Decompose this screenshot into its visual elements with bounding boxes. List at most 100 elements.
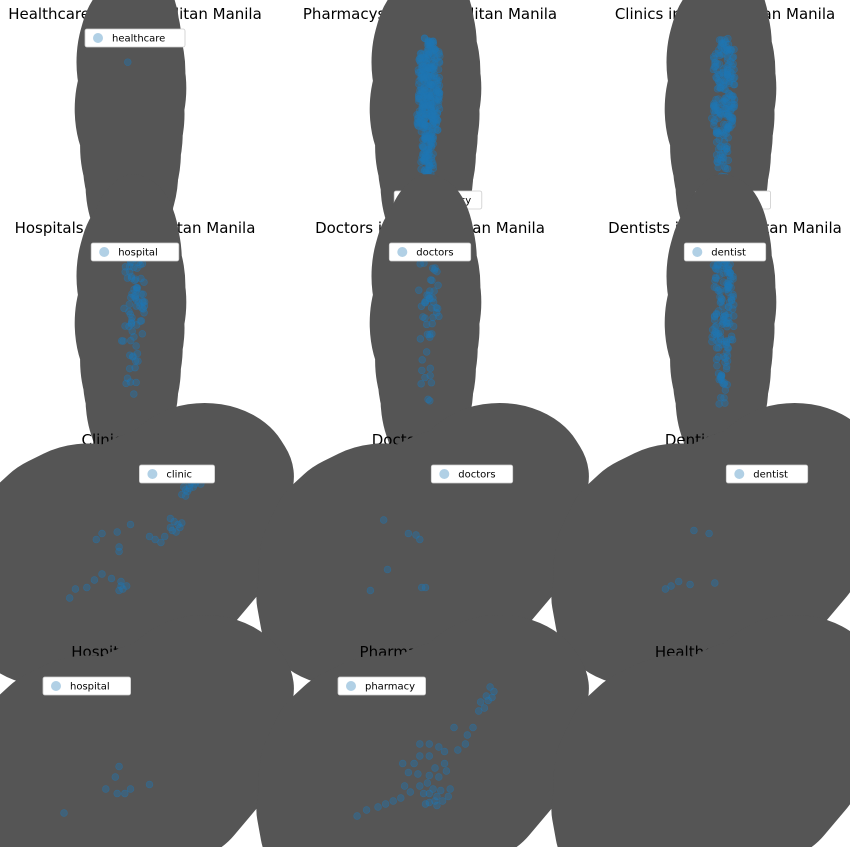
facility-point: [113, 528, 121, 536]
legend-marker: [51, 681, 61, 691]
facility-point: [724, 122, 733, 131]
facility-point: [417, 59, 425, 67]
legend-label: dentist: [711, 248, 746, 259]
facility-point: [430, 62, 438, 71]
facility-point: [710, 283, 718, 291]
facility-point: [185, 484, 194, 493]
facility-point: [476, 698, 485, 706]
facility-point: [454, 746, 462, 754]
facility-point: [133, 284, 142, 292]
facility-point: [421, 583, 430, 592]
facility-point: [716, 298, 725, 307]
facility-point: [727, 91, 735, 99]
facility-point: [420, 93, 428, 101]
facility-point: [429, 785, 437, 793]
facility-point: [132, 342, 140, 350]
facility-point: [712, 103, 720, 111]
facility-point: [723, 380, 731, 389]
facility-point: [121, 789, 129, 798]
facility-point: [450, 723, 458, 732]
facility-point: [124, 58, 132, 66]
facility-point: [728, 114, 737, 123]
facility-point: [166, 514, 175, 523]
facility-point: [115, 762, 123, 771]
facility-point: [431, 764, 439, 772]
facility-point: [115, 586, 123, 595]
facility-point: [724, 344, 732, 353]
facility-point: [712, 95, 720, 104]
facility-point: [728, 62, 736, 70]
facility-point: [423, 330, 432, 338]
legend: healthcare: [84, 28, 186, 48]
facility-point: [728, 336, 737, 344]
facility-point: [724, 343, 732, 352]
facility-point: [713, 362, 721, 370]
facility-point: [429, 140, 437, 148]
facility-point: [417, 380, 425, 388]
facility-point: [71, 585, 80, 593]
facility-point: [717, 375, 725, 383]
facility-point: [60, 809, 68, 817]
facility-point: [136, 302, 144, 310]
facility-point: [414, 770, 422, 778]
facility-point: [366, 586, 375, 595]
facility-point: [170, 517, 178, 526]
facility-point: [729, 275, 737, 283]
facility-point: [714, 163, 722, 172]
facility-point: [423, 52, 432, 60]
facility-point: [115, 547, 123, 556]
manila-boundary: [115, 33, 146, 195]
facility-point: [126, 785, 135, 793]
facility-point: [434, 88, 442, 97]
facility-point: [426, 333, 434, 341]
facility-point: [425, 161, 433, 170]
facility-point: [475, 707, 483, 715]
iloilo-boundary: [637, 683, 799, 832]
facility-point: [426, 140, 434, 148]
facility-point: [428, 319, 436, 328]
legend-label: clinic: [166, 470, 192, 481]
facility-point: [428, 114, 437, 122]
legend-label: hospital: [70, 682, 110, 693]
facility-point: [138, 304, 146, 312]
facility-point: [138, 330, 147, 338]
facility-point: [128, 353, 137, 361]
facility-point: [717, 371, 726, 379]
facility-point: [422, 320, 431, 329]
facility-point: [168, 526, 177, 535]
facility-point: [416, 335, 425, 343]
legend-label: healthcare: [112, 34, 165, 45]
facility-point: [433, 792, 441, 801]
facility-point: [418, 356, 426, 364]
facility-point: [92, 535, 101, 544]
facility-point: [433, 801, 441, 810]
facility-point: [716, 84, 725, 92]
facility-point: [674, 577, 683, 586]
facility-point: [374, 803, 382, 811]
facility-point: [380, 516, 388, 524]
facility-point: [421, 113, 429, 122]
facility-point: [421, 133, 430, 142]
facility-point: [137, 317, 146, 325]
facility-point: [486, 683, 494, 691]
facility-point: [426, 371, 434, 380]
facility-point: [389, 797, 397, 805]
facility-point: [719, 379, 727, 388]
facility-point: [83, 583, 91, 592]
facility-point: [440, 759, 449, 768]
facility-point: [127, 320, 136, 328]
facility-point: [425, 155, 433, 163]
facility-point: [729, 53, 738, 61]
facility-point: [131, 357, 140, 365]
legend: hospital: [42, 676, 131, 696]
facility-point: [426, 330, 434, 339]
legend: dentist: [683, 242, 767, 262]
facility-point: [145, 780, 154, 789]
facility-point: [431, 264, 439, 272]
legend: dentist: [725, 464, 809, 484]
facility-point: [123, 274, 132, 282]
facility-point: [716, 150, 725, 159]
